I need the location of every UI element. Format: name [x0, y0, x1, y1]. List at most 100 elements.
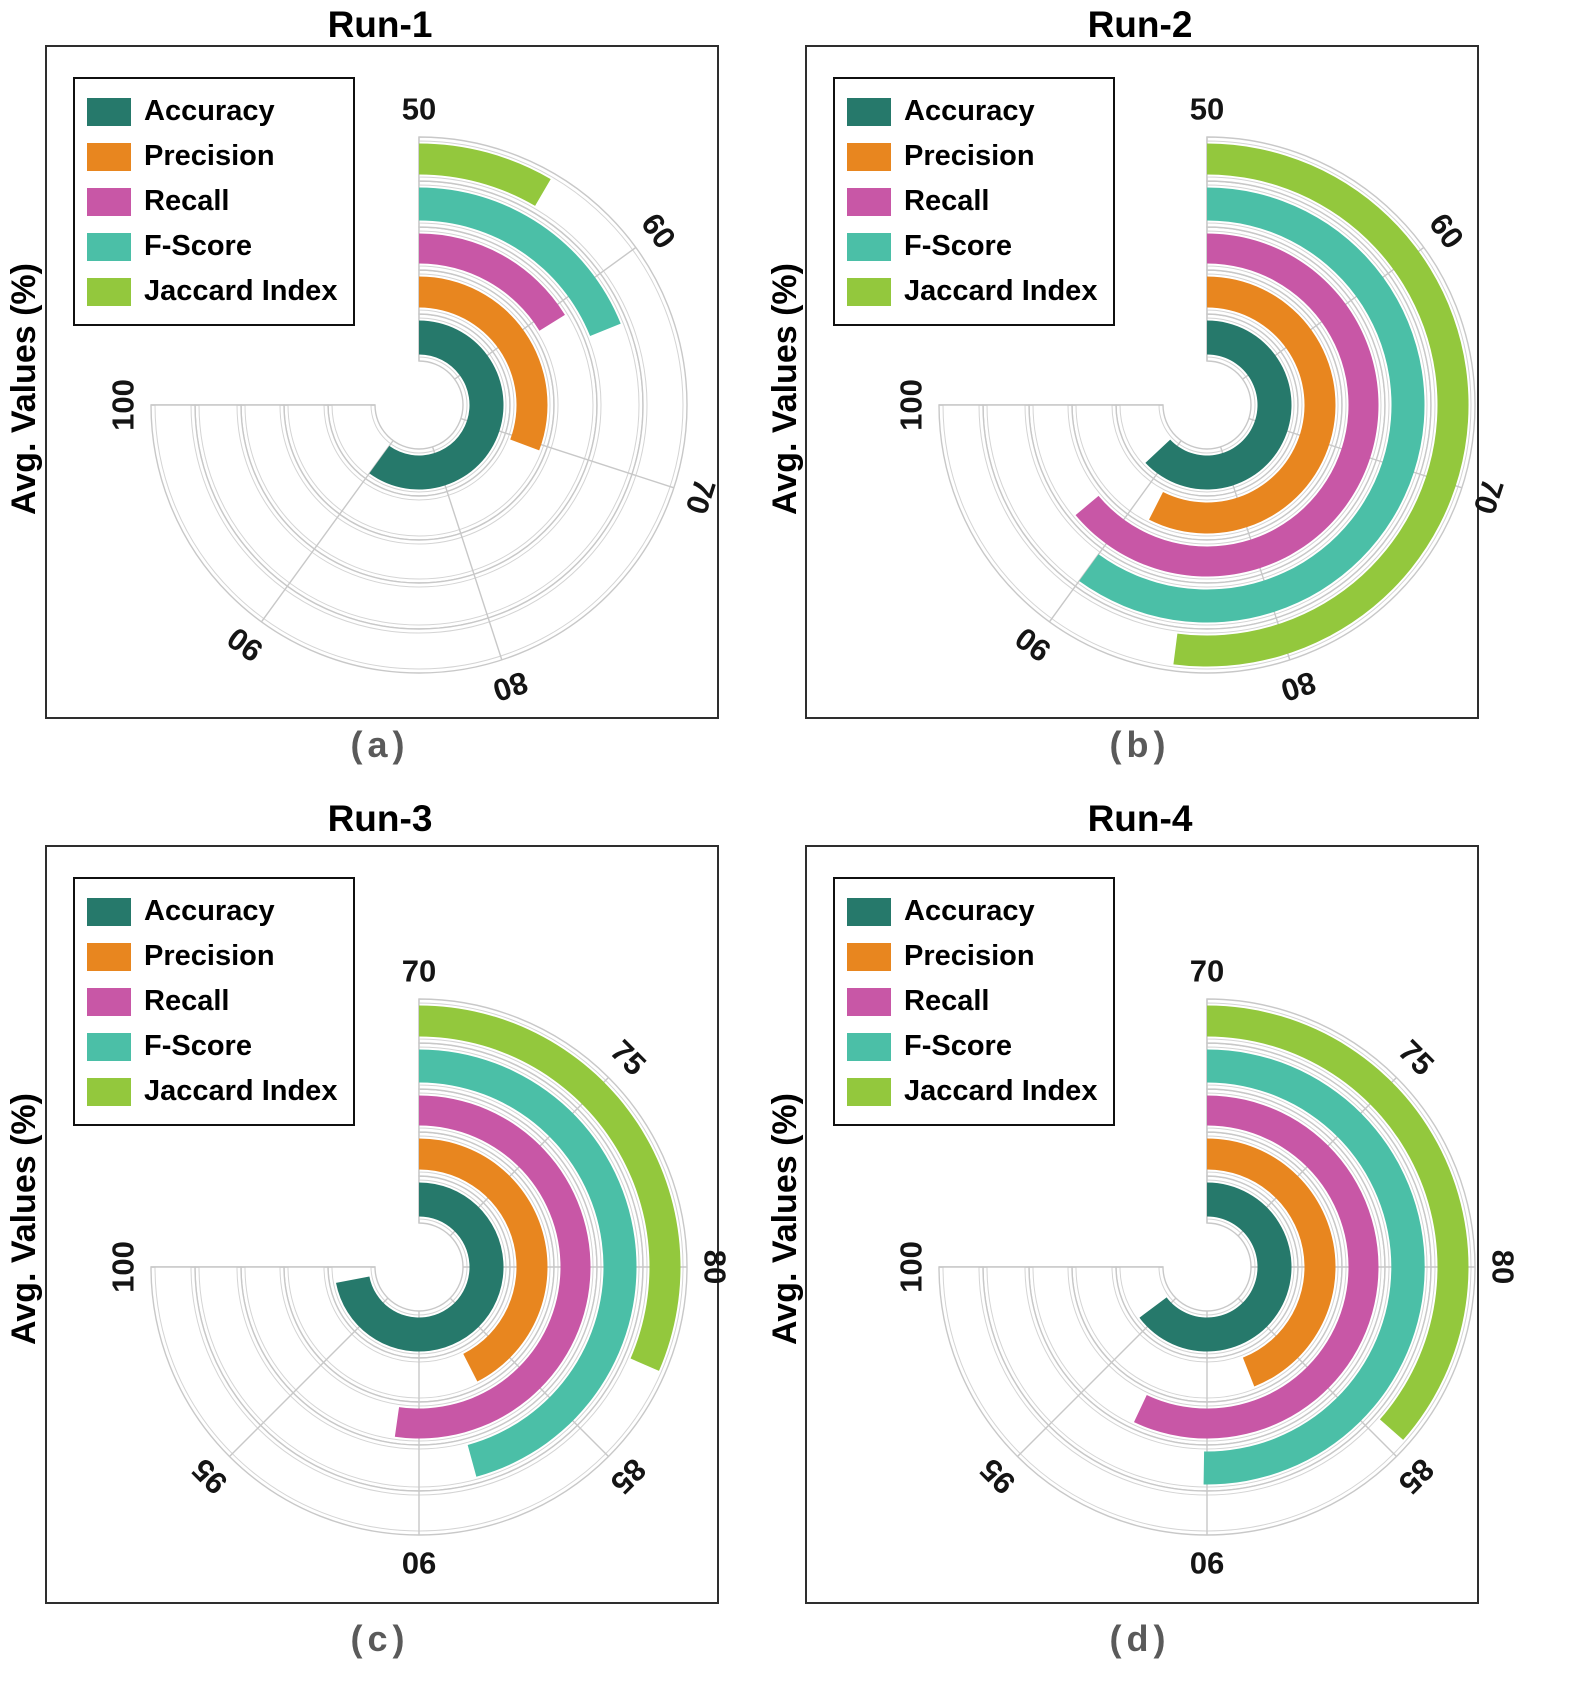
chart-title: Run-3 — [327, 798, 433, 839]
legend-item-f-score: F-Score — [87, 1024, 337, 1069]
y-axis-label: Avg. Values (%) — [5, 1093, 43, 1345]
angular-tick-label: 100 — [894, 379, 929, 431]
angular-tick-label: 70 — [402, 954, 436, 989]
angular-tick-label: 80 — [1277, 665, 1321, 709]
legend-item-f-score: F-Score — [847, 1024, 1097, 1069]
panel-run-1: Run-1 Avg. Values (%) 50 60 70 80 90 100 Accu… — [0, 0, 797, 790]
y-axis-label: Avg. Values (%) — [766, 263, 804, 515]
track-inner-outline — [986, 184, 1428, 626]
angular-tick-label: 80 — [489, 665, 533, 709]
bar-precision — [419, 276, 548, 451]
legend-swatch-precision — [87, 942, 131, 971]
angular-tick-label: 90 — [402, 1546, 436, 1581]
legend-label: Accuracy — [144, 95, 275, 127]
angular-tick-label: 60 — [1422, 207, 1471, 255]
legend-swatch-accuracy — [847, 97, 891, 126]
legend-swatch-recall — [87, 187, 131, 216]
bar-precision — [419, 1138, 548, 1382]
angular-tick-label: 90 — [1190, 1546, 1224, 1581]
panel-letter: (a) — [350, 724, 410, 765]
angular-tick-label: 75 — [1392, 1033, 1441, 1082]
track-outline — [150, 998, 688, 1536]
angular-tick-label: 100 — [106, 379, 141, 431]
legend-item-accuracy: Accuracy — [87, 889, 337, 934]
angular-tick-label: 50 — [1190, 92, 1224, 127]
bar-recall — [1133, 1095, 1379, 1439]
legend-item-precision: Precision — [87, 934, 337, 979]
bar-accuracy — [369, 320, 504, 490]
bar-jaccard-index — [1207, 1005, 1469, 1440]
legend-swatch-accuracy — [847, 897, 891, 926]
track-outline — [150, 136, 688, 674]
angular-tick-label: 70 — [679, 475, 723, 519]
angular-tick-label: 70 — [1190, 954, 1224, 989]
track-inner-outline — [198, 184, 640, 626]
angular-tick-label: 95 — [973, 1452, 1022, 1501]
legend-label: Accuracy — [144, 895, 275, 927]
track-inner-outline — [1032, 230, 1382, 580]
legend-item-precision: Precision — [847, 934, 1097, 979]
track-inner-outline — [287, 1135, 551, 1399]
bar-jaccard-index — [419, 143, 551, 206]
panel-run-4: Run-4 Avg. Values (%) 70 75 80 85 90 95 100 Ac… — [766, 790, 1594, 1700]
legend-swatch-jaccard-index — [87, 277, 131, 306]
track-outline — [938, 136, 1476, 674]
bar-f-score — [1203, 1049, 1425, 1485]
angular-tick-label: 50 — [402, 92, 436, 127]
legend-label: F-Score — [904, 230, 1012, 262]
legend-item-accuracy: Accuracy — [847, 89, 1097, 134]
y-axis-label: Avg. Values (%) — [5, 263, 43, 515]
legend-item-f-score: F-Score — [87, 224, 337, 269]
legend-label: F-Score — [144, 1030, 252, 1062]
legend-item-recall: Recall — [847, 179, 1097, 224]
polar-chart-run-2: 50 60 70 80 90 100 — [894, 92, 1511, 709]
legend-swatch-precision — [847, 142, 891, 171]
track-inner-outline — [1075, 1135, 1339, 1399]
panel-letter: (c) — [350, 1618, 410, 1659]
legend-item-accuracy: Accuracy — [847, 889, 1097, 934]
legend-item-precision: Precision — [87, 134, 337, 179]
legend-label: Jaccard Index — [904, 275, 1098, 307]
polar-chart-run-3: 70 75 80 85 90 95 100 — [106, 954, 733, 1581]
track-inner-outline — [198, 1046, 640, 1488]
bar-accuracy — [1145, 320, 1292, 490]
legend-swatch-jaccard-index — [87, 1077, 131, 1106]
legend-swatch-precision — [87, 142, 131, 171]
legend-swatch-f-score — [847, 232, 891, 261]
legend-swatch-f-score — [847, 1032, 891, 1061]
angular-tick-label: 80 — [1486, 1250, 1521, 1284]
angular-tick-label: 70 — [1467, 475, 1511, 519]
y-axis-label: Avg. Values (%) — [766, 1093, 804, 1345]
legend-label: Recall — [904, 185, 990, 217]
bar-precision — [1207, 1138, 1336, 1387]
legend-label: F-Score — [144, 230, 252, 262]
bar-accuracy — [1139, 1182, 1292, 1352]
legend-swatch-precision — [847, 942, 891, 971]
angular-tick-label: 100 — [894, 1241, 929, 1293]
legend-item-f-score: F-Score — [847, 224, 1097, 269]
track-inner-outline — [287, 273, 551, 537]
legend-label: Precision — [144, 940, 275, 972]
legend-label: F-Score — [904, 1030, 1012, 1062]
legend-label: Accuracy — [904, 95, 1035, 127]
angular-tick-label: 95 — [185, 1452, 234, 1501]
angular-tick-label: 85 — [604, 1452, 653, 1501]
bar-f-score — [1079, 187, 1425, 623]
track-inner-outline — [244, 1092, 594, 1442]
legend-swatch-recall — [847, 187, 891, 216]
chart-title: Run-2 — [1087, 4, 1193, 45]
bar-recall — [419, 233, 565, 331]
legend-item-jaccard-index: Jaccard Index — [87, 1069, 337, 1114]
track-outline — [938, 998, 1476, 1536]
legend: Accuracy Precision Recall F-Score Jaccard In… — [833, 77, 1116, 326]
panel-run-2: Run-2 Avg. Values (%) 50 60 70 80 90 100 Accu… — [766, 0, 1594, 790]
bar-recall — [1075, 233, 1379, 577]
bar-precision — [1149, 276, 1336, 534]
legend-label: Jaccard Index — [904, 1075, 1098, 1107]
legend: Accuracy Precision Recall F-Score Jaccard In… — [73, 877, 356, 1126]
legend-label: Accuracy — [904, 895, 1035, 927]
axes-box: 70 75 80 85 90 95 100 Accuracy Precision Recall F… — [805, 845, 1521, 1604]
legend-item-jaccard-index: Jaccard Index — [87, 269, 337, 314]
angular-tick-label: 80 — [698, 1250, 733, 1284]
angular-tick-label: 60 — [634, 207, 683, 255]
